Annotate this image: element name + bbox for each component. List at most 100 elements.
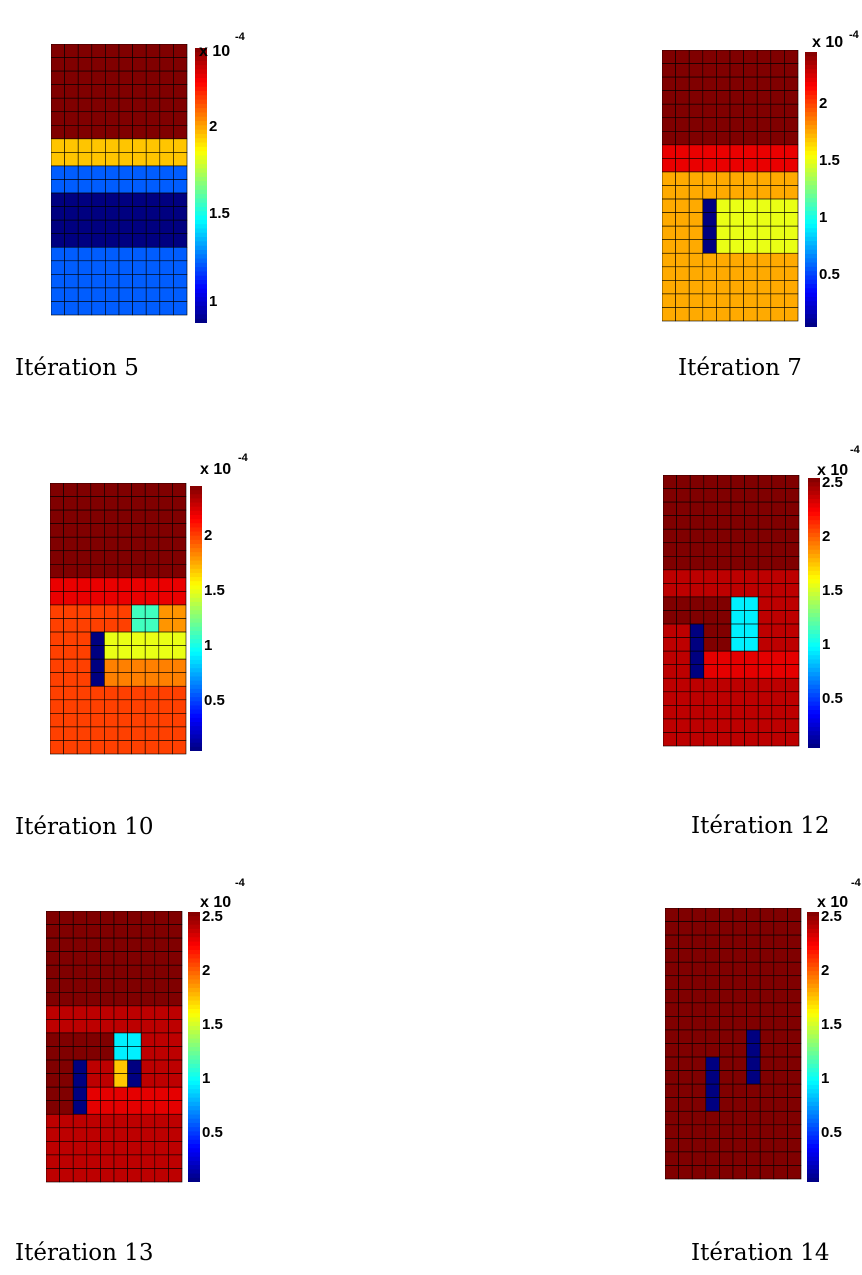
heatmap-cell — [91, 192, 106, 207]
heatmap-cell — [168, 1086, 183, 1101]
colorbar-segment — [805, 296, 817, 302]
heatmap-cell — [663, 664, 677, 679]
heatmap-cell — [717, 718, 732, 733]
colorbar-segment — [808, 650, 820, 656]
colorbar-segment — [807, 928, 819, 934]
heatmap-cell — [63, 672, 78, 687]
colorbar-segment — [188, 1173, 200, 1179]
colorbar-segment — [808, 701, 820, 707]
heatmap-cell — [131, 591, 146, 606]
heatmap-cell — [91, 301, 106, 316]
heatmap-cell — [144, 483, 160, 497]
colorbar-segment — [190, 697, 202, 702]
colorbar-segment — [807, 1013, 819, 1019]
colorbar-segment — [805, 266, 817, 272]
colorbar-tick-label: 2 — [202, 962, 211, 980]
heatmap-cell — [59, 924, 74, 939]
heatmap-cell — [168, 1019, 183, 1034]
heatmap-cell — [757, 705, 773, 720]
heatmap-cell — [665, 1002, 679, 1017]
heatmap-cell — [787, 1151, 802, 1166]
heatmap-cell — [771, 650, 786, 665]
heatmap-cell — [746, 1124, 761, 1139]
heatmap-cell — [729, 171, 744, 186]
heatmap-cell — [76, 740, 92, 755]
heatmap-cell — [51, 246, 65, 262]
heatmap-cell — [689, 718, 705, 733]
heatmap-cell — [787, 1124, 802, 1139]
heatmap-cell — [144, 591, 160, 606]
colorbar-segment — [188, 1114, 200, 1120]
heatmap-cell — [717, 583, 732, 598]
heatmap-cell — [51, 125, 65, 140]
heatmap-cell — [689, 475, 705, 489]
heatmap-cell — [691, 1110, 707, 1126]
colorbar-segment — [188, 1106, 200, 1111]
heatmap-cell — [719, 1002, 734, 1017]
heatmap-cell — [688, 63, 704, 78]
heatmap-cell — [64, 57, 79, 72]
colorbar-segment — [807, 975, 819, 981]
heatmap-cell — [50, 726, 64, 741]
heatmap-cell — [716, 252, 731, 268]
heatmap-cell — [64, 84, 79, 99]
heatmap-cell — [662, 212, 676, 227]
heatmap-cell — [688, 212, 704, 227]
heatmap-cell — [691, 1124, 707, 1139]
colorbar-segment — [808, 739, 820, 745]
colorbar-segment — [195, 168, 207, 174]
colorbar-tick-label: 1 — [819, 209, 828, 227]
heatmap-cell — [168, 1059, 183, 1074]
heatmap-cell — [105, 246, 120, 262]
heatmap-cell — [732, 1165, 747, 1180]
heatmap-cell — [746, 948, 761, 963]
heatmap-cell — [743, 50, 758, 64]
colorbar-segment — [807, 945, 819, 951]
heatmap-cell — [154, 1100, 169, 1115]
heatmap-cell — [168, 911, 183, 925]
heatmap-cell — [705, 1029, 720, 1044]
heatmap-cell — [100, 1046, 115, 1061]
colorbar-segment — [808, 482, 820, 488]
heatmap-cell — [159, 206, 174, 221]
heatmap-cell — [665, 989, 679, 1004]
heatmap-cell — [688, 76, 704, 91]
heatmap-cell — [703, 691, 718, 706]
heatmap-cell — [127, 1073, 142, 1088]
heatmap-cell — [76, 604, 92, 619]
colorbar-segment — [188, 996, 200, 1002]
heatmap-cell — [118, 179, 133, 194]
heatmap-cell — [759, 1043, 775, 1058]
heatmap-grid — [665, 908, 802, 1180]
heatmap-cell — [64, 219, 79, 234]
heatmap-cell — [703, 732, 718, 747]
heatmap-cell — [154, 1168, 169, 1183]
heatmap-cell — [717, 501, 732, 516]
heatmap-cell — [705, 948, 720, 963]
colorbar-segment — [188, 962, 200, 968]
heatmap-cell — [100, 937, 115, 952]
heatmap-cell — [117, 726, 132, 741]
heatmap-cell — [77, 138, 93, 153]
heatmap-cell — [691, 1097, 707, 1112]
heatmap-cell — [100, 951, 115, 966]
colorbar-segment — [188, 1076, 200, 1082]
heatmap-cell — [158, 740, 173, 755]
heatmap-cell — [132, 246, 147, 262]
colorbar-segment — [195, 90, 207, 96]
colorbar-segment — [807, 1139, 819, 1145]
heatmap-cell — [729, 307, 744, 322]
colorbar-segment — [190, 742, 202, 748]
heatmap-cell — [675, 50, 690, 64]
heatmap-cell — [691, 1016, 707, 1031]
heatmap-cell — [140, 1086, 156, 1101]
heatmap-cell — [770, 252, 785, 268]
colorbar-segment — [805, 112, 817, 118]
colorbar-segment — [190, 730, 202, 736]
heatmap-cell — [702, 280, 717, 295]
heatmap-cell — [140, 1046, 156, 1061]
heatmap-cell — [131, 618, 146, 633]
heatmap-cell — [145, 111, 161, 126]
heatmap-cell — [732, 1029, 747, 1044]
colorbar-segment — [805, 288, 817, 294]
